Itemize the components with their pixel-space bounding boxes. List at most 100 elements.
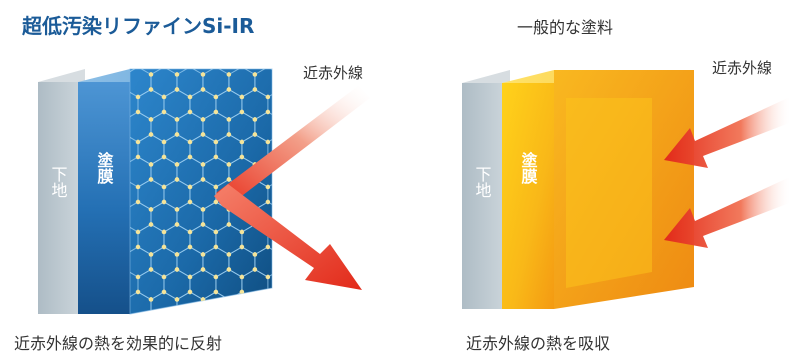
honeycomb-node [161,154,167,160]
absorbed-ray-arrow-upper [664,96,792,168]
honeycomb-node [148,117,154,122]
honeycomb-node [187,229,193,235]
honeycomb-cell [228,291,256,314]
honeycomb-node [239,274,245,280]
honeycomb-node [187,244,193,250]
honeycomb-node [161,109,167,115]
honeycomb-node [174,87,180,92]
honeycomb-node [213,289,219,295]
honeycomb-node [148,297,154,302]
honeycomb-node [200,132,206,137]
honeycomb-node [148,222,154,227]
honeycomb-node [135,244,141,250]
honeycomb-node [265,184,271,190]
honeycomb-node [213,199,219,205]
honeycomb-node [135,274,141,280]
honeycomb-node [148,252,154,257]
left-panel-title: 超低汚染リファインSi-IR [21,14,254,38]
honeycomb-node [226,297,232,302]
honeycomb-node [200,222,206,227]
honeycomb-node [200,87,206,92]
honeycomb-node [187,139,193,145]
honeycomb-node [239,154,245,160]
honeycomb-node [226,297,232,302]
honeycomb-node [135,139,141,145]
honeycomb-node [174,252,180,257]
honeycomb-node [135,154,141,160]
honeycomb-node [252,72,258,77]
right-panel-title: 一般的な塗料 [517,18,613,37]
honeycomb-node [265,199,271,205]
honeycomb-node [187,199,193,205]
honeycomb-cell [254,291,272,314]
honeycomb-node [226,72,232,77]
honeycomb-node [161,199,167,205]
honeycomb-node [187,94,193,100]
honeycomb-node [135,199,141,205]
honeycomb-node [226,162,232,167]
honeycomb-node [213,154,219,160]
honeycomb-node [252,297,258,302]
right-ray-label: 近赤外線 [712,59,772,77]
honeycomb-node [213,184,219,190]
honeycomb-node [252,297,258,302]
honeycomb-node [239,109,245,115]
honeycomb-node [135,94,141,100]
right-coating-label: 塗膜 [519,151,538,185]
honeycomb-node [239,244,245,250]
honeycomb-node [213,94,219,100]
honeycomb-node [174,207,180,212]
honeycomb-node [174,162,180,167]
honeycomb-node [187,109,193,115]
honeycomb-node [135,229,141,235]
honeycomb-node [148,177,154,182]
honeycomb-node [252,297,258,302]
honeycomb-node [265,139,271,145]
honeycomb-node [200,252,206,257]
honeycomb-node [174,132,180,137]
honeycomb-node [213,274,219,280]
honeycomb-node [265,289,271,295]
honeycomb-node [200,267,206,272]
honeycomb-node [174,177,180,182]
honeycomb-node [200,72,206,77]
honeycomb-node [174,267,180,272]
honeycomb-node [252,117,258,122]
honeycomb-node [239,94,245,100]
left-panel-caption: 近赤外線の熱を効果的に反射 [14,334,222,353]
honeycomb-node [226,132,232,137]
absorbed-ray-arrow-lower [664,176,792,248]
honeycomb-node [213,139,219,145]
honeycomb-node [252,252,258,257]
honeycomb-node [226,222,232,227]
honeycomb-node [187,154,193,160]
honeycomb-node [265,109,271,115]
honeycomb-node [187,274,193,280]
right-coating-block [502,70,694,309]
honeycomb-node [213,229,219,235]
honeycomb-node [148,207,154,212]
honeycomb-node [252,87,258,92]
honeycomb-node [174,297,180,302]
honeycomb-node [226,177,232,182]
honeycomb-node [226,252,232,257]
honeycomb-node [200,162,206,167]
honeycomb-node [226,117,232,122]
left-coating-label: 塗膜 [95,151,114,185]
honeycomb-node [226,87,232,92]
right-substrate-label: 下地 [473,166,492,198]
honeycomb-node [161,244,167,250]
honeycomb-node [187,289,193,295]
left-substrate-label: 下地 [49,166,68,198]
honeycomb-node [148,87,154,92]
honeycomb-node [161,139,167,145]
honeycomb-node [161,94,167,100]
honeycomb-node [265,289,271,295]
reflected-ray-arrow [214,184,362,290]
honeycomb-node [226,297,232,302]
honeycomb-node [200,177,206,182]
honeycomb-node [252,132,258,137]
honeycomb-node [252,267,258,272]
honeycomb-node [161,184,167,190]
